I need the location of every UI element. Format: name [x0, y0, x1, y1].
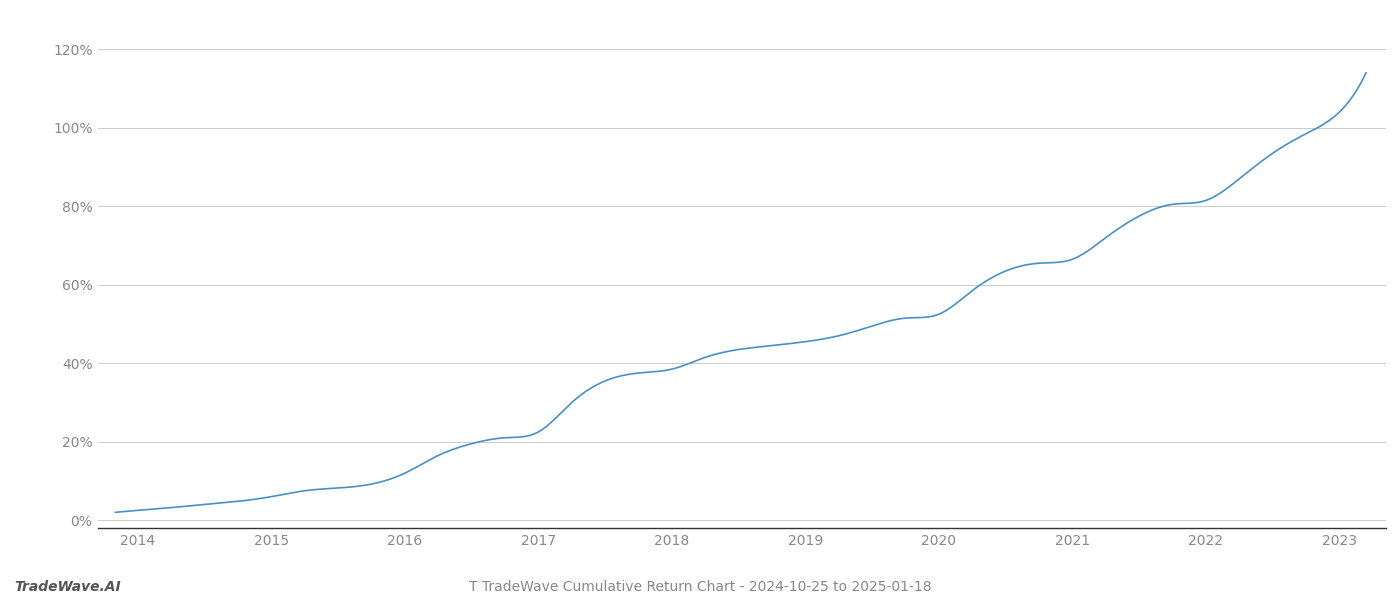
Text: TradeWave.AI: TradeWave.AI — [14, 580, 120, 594]
Text: T TradeWave Cumulative Return Chart - 2024-10-25 to 2025-01-18: T TradeWave Cumulative Return Chart - 20… — [469, 580, 931, 594]
